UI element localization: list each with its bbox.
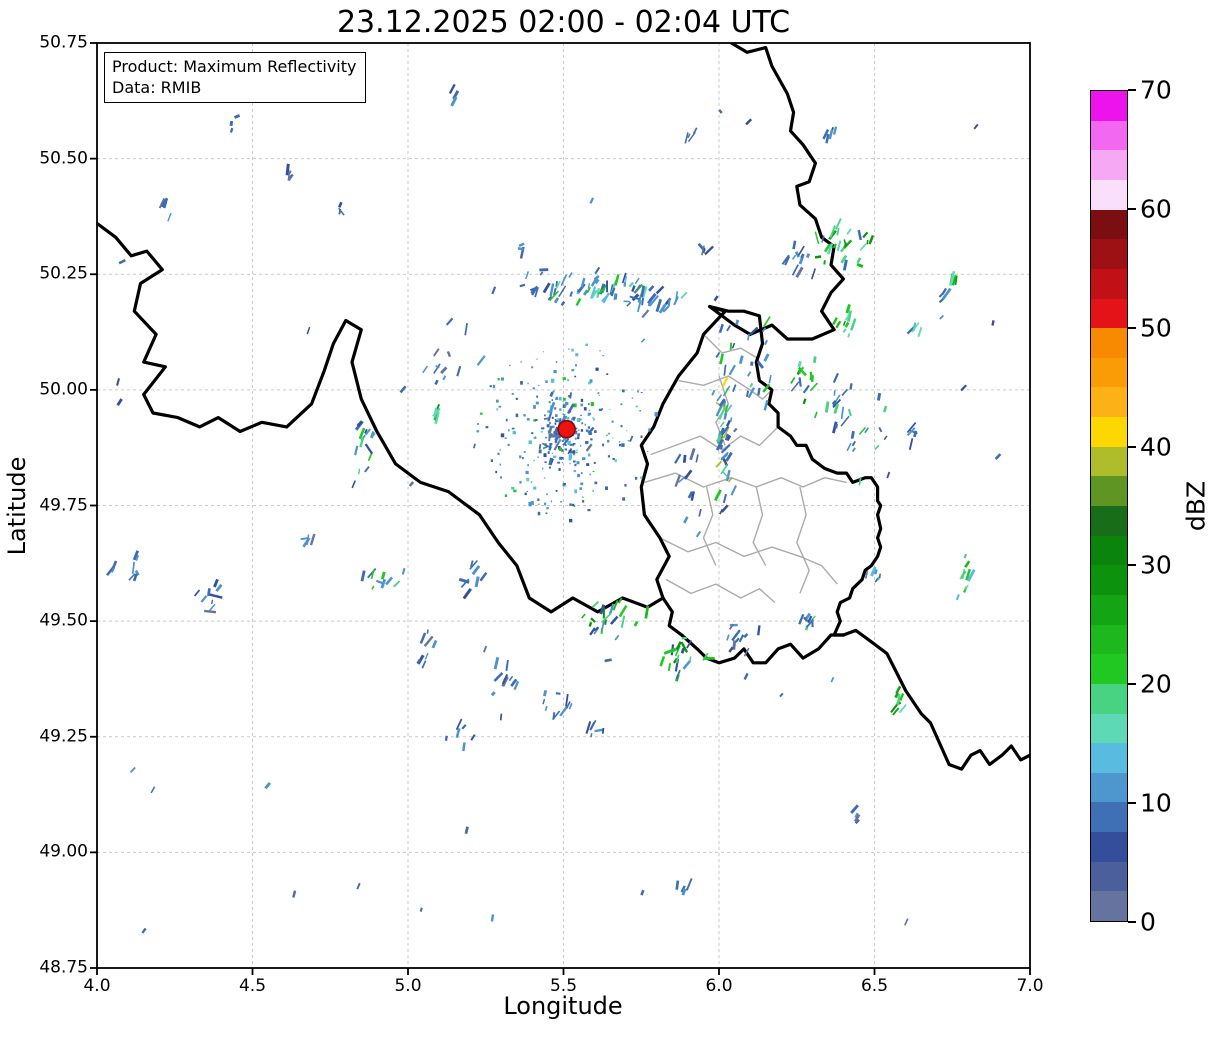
x-tick-label: 6.5 bbox=[860, 976, 889, 996]
colorbar-segment bbox=[1091, 327, 1127, 358]
colorbar-segment bbox=[1091, 268, 1127, 299]
axis-tick-marks bbox=[90, 42, 1031, 975]
colorbar-segment bbox=[1091, 683, 1127, 714]
colorbar-tick-label: 50 bbox=[1140, 313, 1172, 343]
product-annotation-box: Product: Maximum Reflectivity Data: RMIB bbox=[104, 52, 367, 103]
colorbar-segment bbox=[1091, 594, 1127, 625]
colorbar-tick-mark bbox=[1128, 564, 1136, 567]
colorbar-tick-label: 60 bbox=[1140, 194, 1172, 224]
y-tick-label: 49.00 bbox=[39, 841, 88, 862]
colorbar-tick-mark bbox=[1128, 921, 1136, 923]
colorbar-segment bbox=[1091, 387, 1127, 418]
x-axis-label: Longitude bbox=[503, 992, 623, 1020]
colorbar-tick-label: 30 bbox=[1140, 550, 1172, 580]
y-tick-label: 49.50 bbox=[39, 610, 88, 631]
colorbar-tick-mark bbox=[1128, 89, 1136, 91]
colorbar-segment bbox=[1091, 149, 1127, 180]
x-tick-label: 5.5 bbox=[549, 976, 578, 996]
colorbar-segment bbox=[1091, 890, 1127, 921]
colorbar-segment bbox=[1091, 446, 1127, 477]
y-tick-label: 50.50 bbox=[39, 148, 88, 169]
y-tick-label: 49.75 bbox=[39, 495, 88, 515]
colorbar-tick-label: 20 bbox=[1140, 669, 1172, 699]
colorbar-segment bbox=[1091, 802, 1127, 833]
colorbar bbox=[1090, 90, 1128, 922]
colorbar-label: dBZ bbox=[1181, 480, 1211, 532]
y-tick-label: 49.25 bbox=[39, 726, 88, 747]
colorbar-segment bbox=[1091, 742, 1127, 773]
colorbar-segment bbox=[1091, 298, 1127, 329]
colorbar-segment bbox=[1091, 564, 1127, 595]
y-tick-label: 48.75 bbox=[39, 957, 88, 978]
colorbar-segment bbox=[1091, 713, 1127, 744]
colorbar-segment bbox=[1091, 653, 1127, 684]
colorbar-tick-label: 40 bbox=[1140, 432, 1172, 462]
y-tick-label: 50.25 bbox=[39, 263, 88, 284]
colorbar-tick-mark bbox=[1128, 326, 1136, 329]
x-tick-label: 6.0 bbox=[705, 976, 733, 996]
colorbar-tick-mark bbox=[1128, 207, 1136, 210]
radar-echoes bbox=[106, 71, 1002, 934]
x-tick-label: 7.0 bbox=[1016, 976, 1044, 996]
colorbar-segment bbox=[1091, 179, 1127, 210]
annotation-data-line: Data: RMIB bbox=[112, 78, 202, 97]
colorbar-segment bbox=[1091, 209, 1127, 240]
country-borders bbox=[97, 43, 1030, 771]
grid-lines bbox=[97, 43, 1030, 968]
radar-site-marker bbox=[557, 419, 576, 439]
colorbar-tick-label: 0 bbox=[1140, 907, 1156, 937]
colorbar-segment bbox=[1091, 357, 1127, 388]
y-tick-label: 50.75 bbox=[39, 32, 88, 53]
colorbar-tick-mark bbox=[1128, 683, 1136, 686]
colorbar-tick-mark bbox=[1128, 445, 1136, 448]
figure-title: 23.12.2025 02:00 - 02:04 UTC bbox=[336, 5, 791, 40]
colorbar-segment bbox=[1091, 505, 1127, 536]
colorbar-tick-label: 70 bbox=[1140, 75, 1172, 105]
colorbar-segment bbox=[1091, 624, 1127, 655]
colorbar-segment bbox=[1091, 238, 1127, 269]
region-borders bbox=[644, 333, 847, 604]
colorbar-segment bbox=[1091, 861, 1127, 892]
colorbar-segment bbox=[1091, 772, 1127, 803]
colorbar-tick-mark bbox=[1128, 802, 1136, 805]
annotation-product-line: Product: Maximum Reflectivity bbox=[112, 57, 357, 76]
colorbar-segment bbox=[1091, 120, 1127, 151]
x-tick-label: 4.5 bbox=[238, 976, 267, 996]
colorbar-tick-label: 10 bbox=[1140, 788, 1172, 818]
x-tick-label: 4.0 bbox=[83, 976, 111, 996]
colorbar-segment bbox=[1091, 535, 1127, 566]
colorbar-segment bbox=[1091, 90, 1127, 121]
colorbar-scale bbox=[1091, 90, 1127, 921]
y-tick-label: 50.00 bbox=[39, 379, 88, 400]
colorbar-segment bbox=[1091, 831, 1127, 862]
colorbar-segment bbox=[1091, 416, 1127, 447]
x-tick-label: 5.0 bbox=[394, 976, 422, 996]
colorbar-segment bbox=[1091, 475, 1127, 506]
